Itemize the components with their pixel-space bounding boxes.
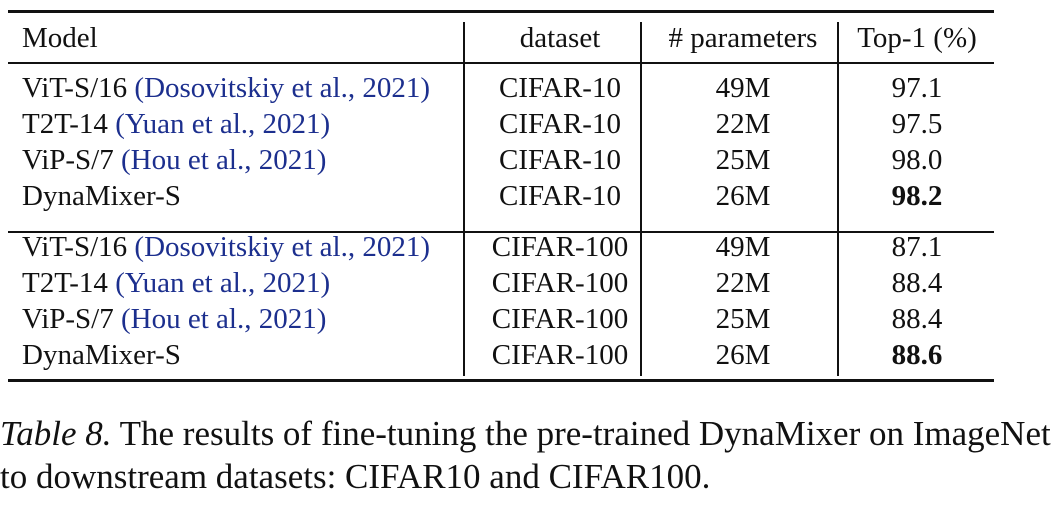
bottom-rule [8,379,994,382]
table-row: ViP-S/7 (Hou et al., 2021) CIFAR-100 25M 88… [8,301,994,337]
table-row: T2T-14 (Yuan et al., 2021) CIFAR-10 22M 97.… [8,106,994,142]
model-name: ViT-S/16 [22,231,128,263]
column-separator [640,22,642,376]
caption-label: Table 8. [0,414,112,453]
dataset-cell: CIFAR-10 [499,72,621,104]
model-name: ViT-S/16 [22,72,128,104]
model-cell: ViP-S/7 (Hou et al., 2021) [22,301,326,337]
top1-cell: 87.1 [891,231,943,263]
model-cell: ViP-S/7 (Hou et al., 2021) [22,142,326,178]
model-name: T2T-14 [22,108,108,140]
table-row: DynaMixer-S CIFAR-100 26M 88.6 [8,337,994,373]
top-rule [8,10,994,13]
column-separator [837,22,839,376]
parameters-cell: 49M [715,72,771,104]
model-cell: T2T-14 (Yuan et al., 2021) [22,106,330,142]
table-caption: Table 8. The results of fine-tuning the … [0,412,1062,498]
dataset-cell: CIFAR-100 [491,267,629,299]
top1-cell: 98.2 [891,180,943,212]
top1-cell: 98.0 [891,144,943,176]
model-name: DynaMixer-S [22,339,181,371]
citation-link[interactable]: (Dosovitskiy et al., 2021) [134,231,431,263]
parameters-cell: 25M [715,303,771,335]
top1-cell: 88.4 [891,267,943,299]
parameters-cell: 22M [715,267,771,299]
model-cell: DynaMixer-S [22,337,181,373]
model-cell: ViT-S/16 (Dosovitskiy et al., 2021) [22,229,430,265]
parameters-cell: 49M [715,231,771,263]
model-name: ViP-S/7 [22,303,114,335]
dataset-cell: CIFAR-100 [491,303,629,335]
parameters-cell: 26M [715,180,771,212]
citation-link[interactable]: (Yuan et al., 2021) [115,108,331,140]
citation-link[interactable]: (Hou et al., 2021) [120,303,327,335]
header-rule [8,62,994,64]
header-model: Model [22,22,98,54]
caption-text: The results of fine-tuning the pre-train… [0,414,1051,496]
model-name: ViP-S/7 [22,144,114,176]
table-row: DynaMixer-S CIFAR-10 26M 98.2 [8,178,994,214]
group-rule [8,231,994,233]
citation-link[interactable]: (Yuan et al., 2021) [115,267,331,299]
parameters-cell: 25M [715,144,771,176]
parameters-cell: 26M [715,339,771,371]
citation-link[interactable]: (Hou et al., 2021) [120,144,327,176]
parameters-cell: 22M [715,108,771,140]
dataset-cell: CIFAR-10 [499,144,621,176]
top1-cell: 97.1 [891,72,943,104]
model-cell: DynaMixer-S [22,178,181,214]
table-row: ViT-S/16 (Dosovitskiy et al., 2021) CIFAR… [8,70,994,106]
header-row: Model dataset # parameters Top-1 (%) [8,20,994,56]
citation-link[interactable]: (Dosovitskiy et al., 2021) [134,72,431,104]
header-top1: Top-1 (%) [857,22,977,54]
column-separator [463,22,465,376]
dataset-cell: CIFAR-100 [491,231,629,263]
top1-cell: 88.4 [891,303,943,335]
model-cell: ViT-S/16 (Dosovitskiy et al., 2021) [22,70,430,106]
table-row: T2T-14 (Yuan et al., 2021) CIFAR-100 22M 88… [8,265,994,301]
table-row: ViP-S/7 (Hou et al., 2021) CIFAR-10 25M 98.… [8,142,994,178]
model-name: T2T-14 [22,267,108,299]
top1-cell: 88.6 [891,339,943,371]
model-name: DynaMixer-S [22,180,181,212]
top1-cell: 97.5 [891,108,943,140]
table-row: ViT-S/16 (Dosovitskiy et al., 2021) CIFAR… [8,229,994,265]
header-dataset: dataset [519,22,601,54]
dataset-cell: CIFAR-100 [491,339,629,371]
dataset-cell: CIFAR-10 [499,180,621,212]
header-parameters: # parameters [668,22,818,54]
model-cell: T2T-14 (Yuan et al., 2021) [22,265,330,301]
dataset-cell: CIFAR-10 [499,108,621,140]
